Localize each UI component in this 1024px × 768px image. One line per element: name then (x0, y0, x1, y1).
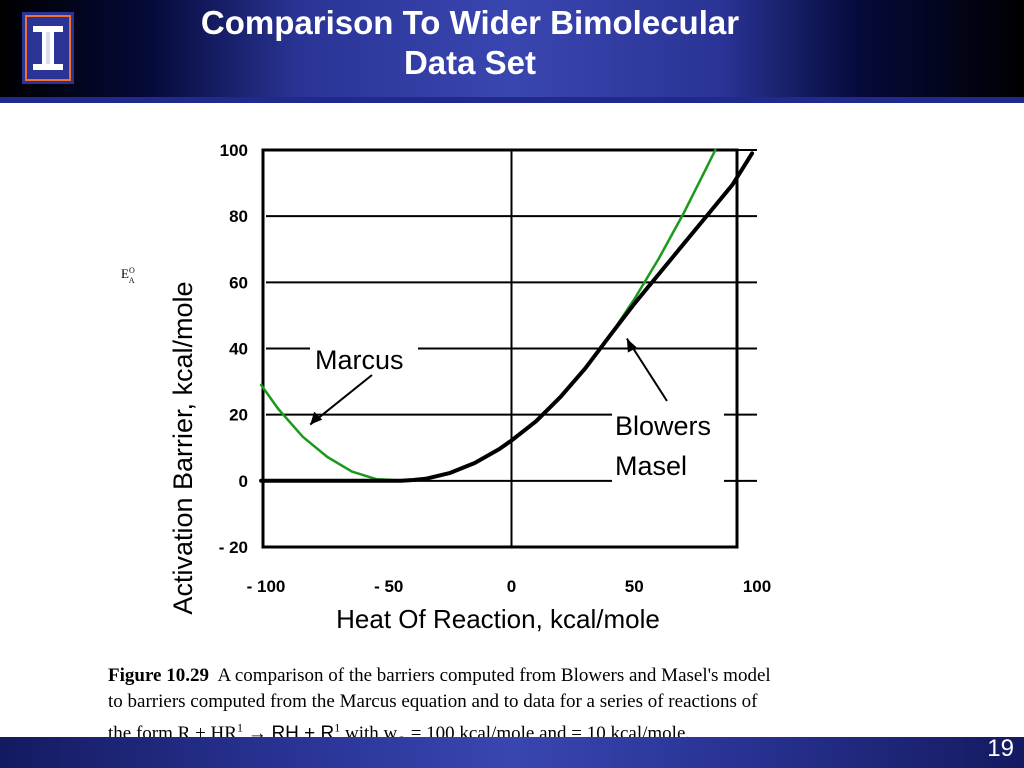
y-axis-label: Activation Barrier, kcal/mole (168, 281, 198, 614)
annotation-marcus-arrow (309, 374, 373, 426)
blowers-label-bg (612, 408, 724, 482)
slide-title: Comparison To Wider Bimolecular Data Set (110, 3, 830, 83)
y-symbol-sup: O (129, 266, 135, 275)
caption-line-1: A comparison of the barriers computed fr… (217, 665, 771, 686)
title-line-2: Data Set (403, 44, 537, 81)
plot-frame-rect (261, 148, 739, 549)
annotations: Marcus Blowers Masel (309, 338, 724, 482)
y-symbol-base: E (121, 266, 129, 281)
annotation-marcus-arrowhead (310, 411, 323, 425)
y-tick-label: 100 (220, 141, 248, 160)
series-lines (259, 148, 755, 483)
y-symbol-sub: A (129, 276, 135, 285)
marcus-label-bg (310, 341, 418, 375)
series-line-blowers-masel (259, 151, 755, 483)
annotation-blowers-masel: Blowers Masel (615, 411, 711, 481)
header-rule (0, 97, 1024, 103)
slide-footer: 19 (0, 735, 1024, 768)
x-tick-label: 0 (507, 577, 516, 596)
y-tick-label: 40 (229, 340, 248, 359)
x-tick-label: - 50 (374, 577, 403, 596)
caption-label: Figure 10.29 (108, 665, 209, 686)
illinois-I-logo-icon (22, 12, 74, 84)
y-tick-label: 0 (239, 472, 248, 491)
y-tick-label: 20 (229, 406, 248, 425)
y-axis-symbol: EO A (121, 266, 135, 285)
annotation-blowers-arrowhead (626, 338, 637, 353)
x-axis-label: Heat Of Reaction, kcal/mole (336, 604, 660, 634)
annotation-marcus: Marcus (315, 345, 404, 375)
plot-frame (261, 148, 739, 549)
y-tick-label: 60 (229, 273, 248, 292)
x-tick-label: 50 (625, 577, 644, 596)
y-tick-label: - 20 (219, 538, 248, 557)
x-tick-label: 100 (743, 577, 771, 596)
activation-barrier-chart: 100 80 60 40 20 0 - 20 - 100 - 50 0 50 100 Marcus Bl… (121, 141, 771, 634)
caption-line-2: to barriers computed from the Marcus equ… (108, 691, 758, 712)
page-number: 19 (987, 735, 1014, 762)
slide-header: Comparison To Wider Bimolecular Data Set (0, 0, 1024, 97)
tick-labels: 100 80 60 40 20 0 - 20 - 100 - 50 0 50 100 (219, 141, 771, 596)
x-tick-label: - 100 (247, 577, 286, 596)
title-line-1: Comparison To Wider Bimolecular (200, 4, 740, 41)
y-tick-label: 80 (229, 207, 248, 226)
